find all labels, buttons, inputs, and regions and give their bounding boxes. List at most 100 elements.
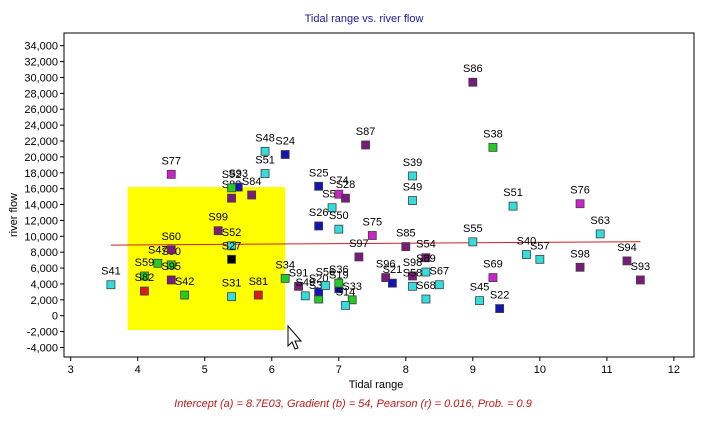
point-label: S75 bbox=[363, 217, 383, 229]
x-tick-label: 12 bbox=[668, 364, 680, 376]
data-point[interactable] bbox=[140, 271, 149, 281]
point-label: S21 bbox=[383, 264, 403, 276]
point-label: S55 bbox=[463, 223, 483, 235]
data-point[interactable] bbox=[408, 281, 417, 291]
data-point[interactable] bbox=[535, 254, 545, 264]
data-point[interactable] bbox=[180, 290, 190, 300]
data-point[interactable] bbox=[421, 253, 431, 263]
data-point[interactable] bbox=[166, 275, 176, 285]
data-point[interactable] bbox=[253, 290, 263, 300]
y-axis-label: river flow bbox=[8, 193, 20, 237]
point-label: S31 bbox=[222, 278, 242, 290]
point-label: S59 bbox=[135, 257, 155, 269]
point-label: S36 bbox=[329, 264, 349, 276]
data-point[interactable] bbox=[247, 190, 257, 200]
data-point[interactable] bbox=[522, 250, 531, 259]
data-point[interactable] bbox=[260, 146, 270, 156]
data-point[interactable] bbox=[166, 169, 176, 179]
point-label: S68 bbox=[416, 280, 436, 292]
data-point[interactable] bbox=[347, 295, 357, 305]
data-point[interactable] bbox=[227, 183, 236, 193]
data-point[interactable] bbox=[408, 271, 417, 281]
plot-area[interactable]: S41S59S82S47S90S60S95S42S77S99S52S27S31S… bbox=[63, 32, 695, 358]
point-label: S89 bbox=[416, 253, 436, 265]
data-point[interactable] bbox=[280, 150, 290, 159]
data-point[interactable] bbox=[468, 237, 478, 247]
data-point[interactable] bbox=[334, 224, 344, 234]
data-point[interactable] bbox=[300, 291, 310, 301]
data-point[interactable] bbox=[213, 226, 223, 236]
data-point[interactable] bbox=[341, 193, 350, 203]
data-point[interactable] bbox=[622, 256, 632, 266]
data-point[interactable] bbox=[354, 252, 364, 262]
x-axis: 3 4 5 6 7 8 9 10 11 12 bbox=[68, 357, 680, 376]
point-label: S22 bbox=[490, 290, 510, 302]
point-label: S58 bbox=[403, 267, 423, 279]
data-point[interactable] bbox=[260, 169, 270, 178]
data-point[interactable] bbox=[495, 304, 505, 313]
point-label: S81 bbox=[249, 276, 269, 288]
data-point[interactable] bbox=[488, 142, 498, 152]
point-label: S45 bbox=[470, 282, 490, 294]
data-point[interactable] bbox=[227, 254, 236, 264]
data-point[interactable] bbox=[341, 300, 350, 310]
data-point[interactable] bbox=[227, 292, 236, 302]
selection-rectangle[interactable] bbox=[127, 187, 286, 330]
point-label: S51 bbox=[255, 155, 275, 167]
data-point[interactable] bbox=[575, 199, 585, 209]
data-point[interactable] bbox=[575, 262, 585, 272]
point-label: S39 bbox=[403, 157, 423, 169]
data-point[interactable] bbox=[475, 296, 484, 306]
data-point[interactable] bbox=[153, 258, 163, 268]
data-point[interactable] bbox=[280, 273, 290, 283]
point-label: S82 bbox=[135, 272, 155, 284]
point-label: S38 bbox=[483, 128, 503, 140]
data-point[interactable] bbox=[166, 245, 176, 255]
point-label: S25 bbox=[309, 167, 329, 179]
x-tick-label: 3 bbox=[68, 364, 74, 376]
data-point[interactable] bbox=[106, 280, 116, 290]
y-tick-label: -4,000 bbox=[27, 342, 58, 354]
point-label: S93 bbox=[631, 261, 651, 273]
data-point[interactable] bbox=[367, 231, 377, 240]
data-point[interactable] bbox=[421, 294, 431, 304]
data-point[interactable] bbox=[166, 260, 176, 270]
data-point[interactable] bbox=[401, 242, 411, 252]
data-point[interactable] bbox=[361, 140, 370, 150]
y-tick-label: 28,000 bbox=[24, 88, 58, 100]
data-point[interactable] bbox=[294, 281, 303, 291]
y-tick-label: 22,000 bbox=[24, 136, 58, 148]
data-point[interactable] bbox=[595, 229, 605, 239]
data-point[interactable] bbox=[314, 221, 324, 231]
data-point[interactable] bbox=[635, 275, 645, 285]
data-point[interactable] bbox=[227, 193, 236, 203]
data-point[interactable] bbox=[320, 281, 330, 290]
y-tick-label: 0 bbox=[52, 311, 58, 323]
point-label: S51 bbox=[503, 187, 523, 199]
y-tick-label: 2,000 bbox=[30, 295, 58, 307]
data-point[interactable] bbox=[334, 278, 344, 288]
point-label: S28 bbox=[336, 179, 356, 191]
data-point[interactable] bbox=[468, 77, 478, 87]
y-tick-label: 24,000 bbox=[24, 120, 58, 132]
data-point[interactable] bbox=[140, 286, 149, 296]
data-point[interactable] bbox=[388, 278, 397, 288]
data-point[interactable] bbox=[327, 203, 337, 213]
data-point[interactable] bbox=[508, 201, 518, 211]
point-label: S92 bbox=[222, 169, 242, 181]
data-point[interactable] bbox=[421, 267, 431, 277]
data-point[interactable] bbox=[408, 196, 417, 205]
data-point[interactable] bbox=[314, 287, 324, 297]
point-label: S24 bbox=[275, 136, 295, 148]
x-tick-label: 4 bbox=[135, 364, 141, 376]
y-tick-label: 14,000 bbox=[24, 200, 58, 212]
data-point[interactable] bbox=[434, 280, 444, 290]
data-point[interactable] bbox=[227, 241, 236, 251]
data-point[interactable] bbox=[408, 171, 417, 181]
data-point[interactable] bbox=[488, 273, 498, 282]
point-label: S33 bbox=[342, 281, 362, 293]
y-tick-label: 4,000 bbox=[30, 279, 58, 291]
data-point[interactable] bbox=[381, 273, 391, 282]
data-point[interactable] bbox=[314, 181, 324, 191]
